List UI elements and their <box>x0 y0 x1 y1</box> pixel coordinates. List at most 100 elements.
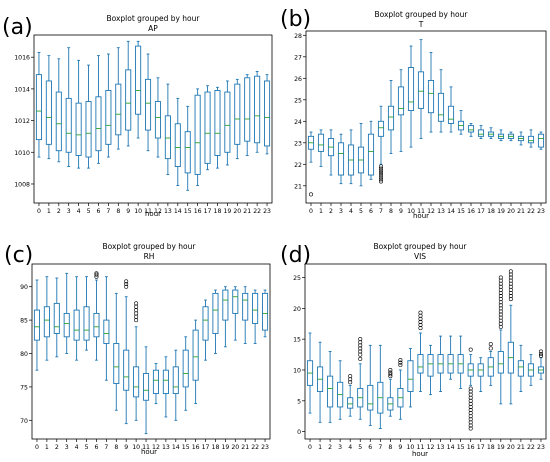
box-hour-22 <box>527 354 534 386</box>
x-tick-label: 20 <box>233 208 241 215</box>
iqr-box <box>182 349 189 388</box>
outlier-point <box>378 177 383 182</box>
x-tick-label: 11 <box>142 444 150 451</box>
outlier-point <box>468 411 473 416</box>
x-tick-label: 6 <box>368 444 372 451</box>
y-tick-label: 5 <box>297 398 301 405</box>
iqr-box <box>527 135 535 144</box>
outlier-point <box>508 294 513 299</box>
box-hour-4 <box>73 276 80 361</box>
x-tick-label: 11 <box>417 444 425 451</box>
chart-subtitle: AP <box>148 24 158 33</box>
x-tick-label: 5 <box>87 208 91 215</box>
x-axis-label: hour <box>412 450 428 458</box>
x-tick-label: 10 <box>407 444 415 451</box>
chart-subtitle: VIS <box>414 252 426 261</box>
x-tick-label: 15 <box>182 444 190 451</box>
box-hour-17 <box>202 299 209 361</box>
y-tick-label: 1012 <box>14 118 30 125</box>
x-tick-label: 22 <box>251 444 259 451</box>
iqr-box <box>93 312 100 338</box>
iqr-box <box>244 77 251 142</box>
box-hour-18 <box>212 289 219 354</box>
outlier-point <box>348 374 353 379</box>
x-tick-label: 12 <box>154 208 162 215</box>
iqr-box <box>145 78 152 131</box>
box-hour-7 <box>105 53 112 158</box>
box-hour-20 <box>232 286 239 341</box>
outlier-point <box>508 287 513 292</box>
iqr-box <box>427 354 434 377</box>
y-tick-label: 1016 <box>14 55 30 62</box>
iqr-box <box>417 71 425 109</box>
iqr-box <box>337 142 345 176</box>
x-tick-label: 0 <box>37 208 41 215</box>
chart-title: Boxplot grouped by hour <box>374 10 468 19</box>
x-tick-label: 1 <box>318 444 322 451</box>
x-tick-label: 7 <box>106 208 110 215</box>
box-hour-8 <box>387 79 395 155</box>
box-hour-2 <box>55 58 62 163</box>
box-hour-23 <box>537 131 545 150</box>
outlier-point <box>124 284 129 289</box>
outlier-point <box>498 309 503 314</box>
iqr-box <box>377 120 385 137</box>
box-hour-22 <box>252 289 259 344</box>
x-tick-label: 18 <box>487 444 495 451</box>
outlier-point <box>388 372 393 377</box>
plot-frame <box>33 34 273 204</box>
iqr-box <box>133 366 140 398</box>
outlier-point <box>418 319 423 324</box>
outlier-point <box>498 318 503 323</box>
outlier-point <box>468 389 473 394</box>
iqr-box <box>214 90 221 156</box>
y-tick-label: 80 <box>20 351 28 358</box>
x-tick-label: 19 <box>497 208 505 215</box>
outlier-point <box>498 300 503 305</box>
iqr-box <box>252 292 259 324</box>
iqr-box <box>397 86 405 116</box>
x-tick-label: 7 <box>379 208 383 215</box>
x-tick-label: 18 <box>214 208 222 215</box>
outlier-point <box>498 303 503 308</box>
iqr-box <box>143 373 150 401</box>
x-tick-label: 0 <box>308 444 312 451</box>
box-hour-5 <box>85 64 92 169</box>
box-hour-13 <box>437 69 445 133</box>
x-tick-label: 6 <box>96 208 100 215</box>
x-tick-label: 13 <box>162 444 170 451</box>
outlier-point <box>378 168 383 173</box>
iqr-box <box>367 384 374 411</box>
box-hour-7 <box>377 105 385 184</box>
iqr-box <box>75 102 82 156</box>
box-hour-0 <box>33 279 40 371</box>
outlier-point <box>94 271 99 276</box>
iqr-box <box>65 97 72 153</box>
box-hour-1 <box>317 129 325 167</box>
outlier-point <box>418 313 423 318</box>
box-hour-11 <box>417 310 424 393</box>
box-hour-16 <box>467 122 475 137</box>
box-hour-5 <box>357 122 365 187</box>
x-axis-label: hour <box>145 210 161 218</box>
box-hour-6 <box>367 344 374 426</box>
box-hour-15 <box>457 110 465 135</box>
chart-title: Boxplot grouped by hour <box>102 242 196 251</box>
x-tick-label: 8 <box>388 444 392 451</box>
iqr-box <box>427 79 435 114</box>
outlier-point <box>398 363 403 368</box>
box-hour-9 <box>125 40 132 147</box>
x-tick-label: 7 <box>104 444 108 451</box>
outlier-point <box>358 343 363 348</box>
iqr-box <box>262 292 269 331</box>
outlier-point <box>358 349 363 354</box>
iqr-box <box>125 69 132 131</box>
outlier-point <box>498 312 503 317</box>
box-hour-16 <box>194 88 201 187</box>
y-tick-label: 1008 <box>14 181 30 188</box>
iqr-box <box>447 105 455 124</box>
y-tick-label: 15 <box>293 337 301 344</box>
iqr-box <box>537 133 545 148</box>
iqr-box <box>174 123 181 167</box>
iqr-box <box>184 131 191 174</box>
